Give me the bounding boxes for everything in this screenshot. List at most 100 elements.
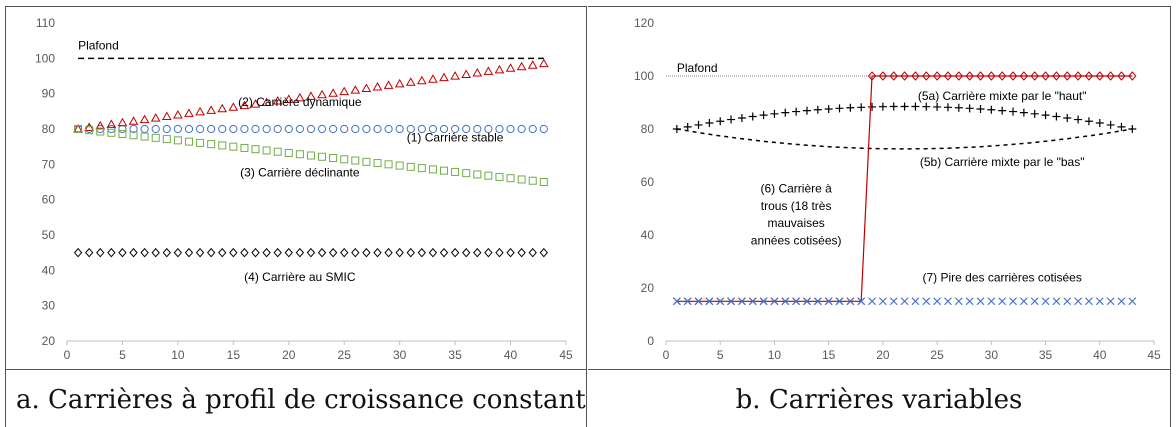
- x-tick-label: 45: [559, 348, 573, 362]
- annotation: Plafond: [78, 39, 119, 53]
- data-point: [207, 140, 216, 149]
- data-point: [484, 171, 493, 180]
- data-point: [428, 165, 437, 174]
- data-point: [1095, 71, 1104, 81]
- data-point: [933, 297, 942, 306]
- data-point: [716, 117, 725, 126]
- data-point: [462, 169, 471, 178]
- data-point: [262, 146, 271, 155]
- y-tick-label: 40: [641, 228, 655, 242]
- data-point: [417, 164, 426, 173]
- data-point: [85, 126, 94, 135]
- data-point: [317, 89, 327, 99]
- data-point: [128, 116, 139, 125]
- data-point: [118, 124, 127, 134]
- data-point: [824, 297, 833, 306]
- y-tick-label: 50: [42, 228, 56, 242]
- data-point: [462, 247, 471, 258]
- caption-divider: [6, 369, 586, 370]
- data-point: [151, 124, 160, 134]
- data-point: [139, 114, 150, 124]
- data-point: [759, 297, 768, 306]
- data-point: [911, 102, 920, 111]
- data-point: [835, 297, 844, 306]
- data-point: [461, 69, 472, 79]
- data-point: [954, 297, 963, 306]
- data-point: [976, 104, 985, 113]
- data-point: [1030, 109, 1039, 118]
- data-point: [440, 166, 449, 175]
- data-point: [195, 247, 205, 258]
- x-tick-label: 40: [504, 348, 518, 362]
- data-point: [239, 100, 250, 110]
- y-tick-label: 40: [42, 263, 56, 277]
- data-point: [395, 124, 404, 134]
- data-point: [494, 64, 505, 74]
- data-point: [184, 124, 194, 134]
- data-point: [129, 131, 138, 140]
- y-tick-label: 80: [641, 122, 655, 136]
- annotation: mauvaises: [767, 216, 824, 230]
- y-tick-label: 60: [641, 175, 655, 189]
- data-point: [450, 247, 460, 258]
- x-tick-label: 40: [1093, 348, 1107, 362]
- data-point: [516, 61, 527, 71]
- data-point: [240, 124, 249, 134]
- data-point: [373, 124, 382, 134]
- data-point: [803, 297, 811, 306]
- data-point: [528, 124, 537, 134]
- data-point: [987, 105, 996, 114]
- data-point: [195, 106, 205, 116]
- data-point: [206, 247, 216, 258]
- x-tick-label: 10: [768, 348, 782, 362]
- data-point: [473, 247, 482, 258]
- data-point: [218, 247, 227, 258]
- data-point: [74, 125, 83, 133]
- data-point: [1009, 107, 1018, 116]
- data-point: [195, 124, 205, 134]
- data-point: [162, 124, 171, 134]
- data-point: [954, 71, 963, 81]
- data-point: [495, 247, 504, 258]
- data-point: [748, 112, 757, 121]
- data-point: [770, 109, 779, 118]
- data-point: [506, 247, 515, 258]
- x-tick-label: 25: [930, 348, 944, 362]
- data-point: [184, 247, 194, 258]
- data-point: [683, 122, 692, 131]
- data-point: [1041, 71, 1050, 81]
- data-point: [900, 102, 909, 111]
- data-point: [173, 124, 182, 134]
- data-point: [737, 297, 746, 306]
- y-tick-label: 100: [35, 51, 55, 65]
- x-tick-label: 15: [227, 348, 241, 362]
- data-point: [857, 297, 866, 306]
- data-point: [495, 124, 504, 134]
- data-point: [262, 247, 271, 258]
- data-point: [117, 117, 128, 127]
- data-point: [1095, 297, 1104, 306]
- data-point: [406, 162, 415, 171]
- data-point: [954, 103, 963, 112]
- data-point: [911, 297, 920, 306]
- data-point: [395, 247, 404, 258]
- data-point: [889, 71, 898, 81]
- data-point: [727, 115, 736, 124]
- data-point: [944, 297, 952, 306]
- data-point: [406, 124, 415, 134]
- data-point: [107, 128, 116, 137]
- chart-b: 0 5 10 15 20 25 30 35 40 45 0 20 40 60 80 100 120 Plafond…: [634, 16, 1161, 362]
- data-point: [781, 108, 790, 117]
- data-point: [716, 297, 725, 306]
- data-point: [207, 124, 216, 134]
- data-point: [351, 124, 360, 134]
- data-point: [284, 124, 293, 134]
- data-point: [439, 72, 449, 82]
- caption-b: b. Carrières variables: [735, 385, 1023, 415]
- data-point: [161, 111, 172, 121]
- data-point: [262, 124, 271, 134]
- data-point: [770, 297, 779, 306]
- caption-divider: [588, 369, 1170, 370]
- data-point: [792, 297, 801, 306]
- data-point: [1052, 71, 1061, 81]
